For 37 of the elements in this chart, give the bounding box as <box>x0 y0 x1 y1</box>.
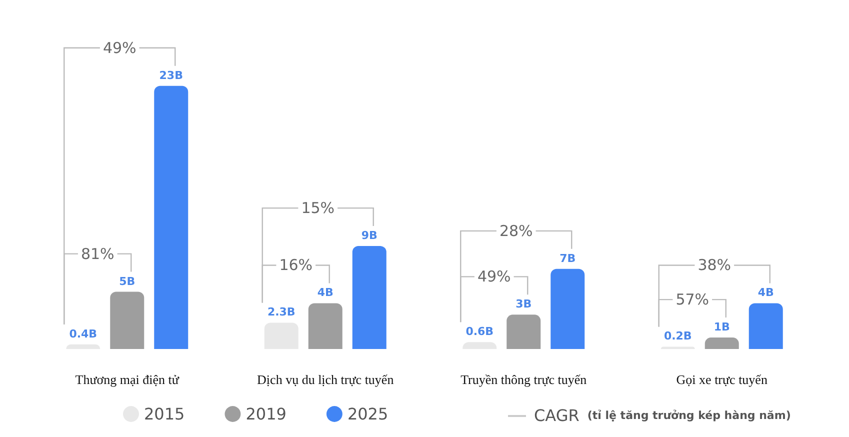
bar <box>506 314 541 349</box>
data-label: 2.3B <box>267 306 296 319</box>
x-tick-label: Gọi xe trực tuyến <box>676 372 768 387</box>
bar <box>748 303 783 349</box>
bar <box>154 86 188 349</box>
x-tick-label: Thương mại điện tử <box>75 372 180 387</box>
text: 49% <box>102 38 136 57</box>
legend-label: 2015 <box>144 404 185 424</box>
data-label: 23B <box>159 68 183 82</box>
annotation: 81% <box>80 244 114 263</box>
data-label: 1B <box>714 320 730 334</box>
bar <box>352 246 386 349</box>
data-label: 9B <box>361 229 378 242</box>
data-label: 0.2B <box>664 330 692 343</box>
data-label: 7B <box>560 252 576 265</box>
annotation: 57% <box>676 290 710 309</box>
x-tick-label: Truyền thông trực tuyến <box>460 372 588 387</box>
data-label: 3B <box>516 298 532 311</box>
bar <box>308 303 342 349</box>
data-label: 4B <box>317 286 334 300</box>
annotation: 15% <box>301 199 335 218</box>
x-tick-label: Dịch vụ du lịch trực tuyến <box>257 372 394 387</box>
annotation: 16% <box>279 256 313 274</box>
data-label: 0.6B <box>466 325 494 338</box>
annotation: 49% <box>477 268 511 286</box>
legend-label: 2019 <box>246 404 286 424</box>
annotation: 28% <box>499 222 533 240</box>
data-label: 5B <box>119 274 136 288</box>
text: (tỉ lệ tăng trưởng kép hàng năm) <box>587 409 791 422</box>
annotation: 38% <box>698 256 732 274</box>
legend-label: 2025 <box>347 404 388 424</box>
bar <box>550 268 585 349</box>
data-label: 0.4B <box>69 327 98 340</box>
bar <box>110 292 144 349</box>
bar <box>704 338 739 349</box>
data-label: 4B <box>758 286 774 300</box>
text: CAGR <box>534 406 580 425</box>
